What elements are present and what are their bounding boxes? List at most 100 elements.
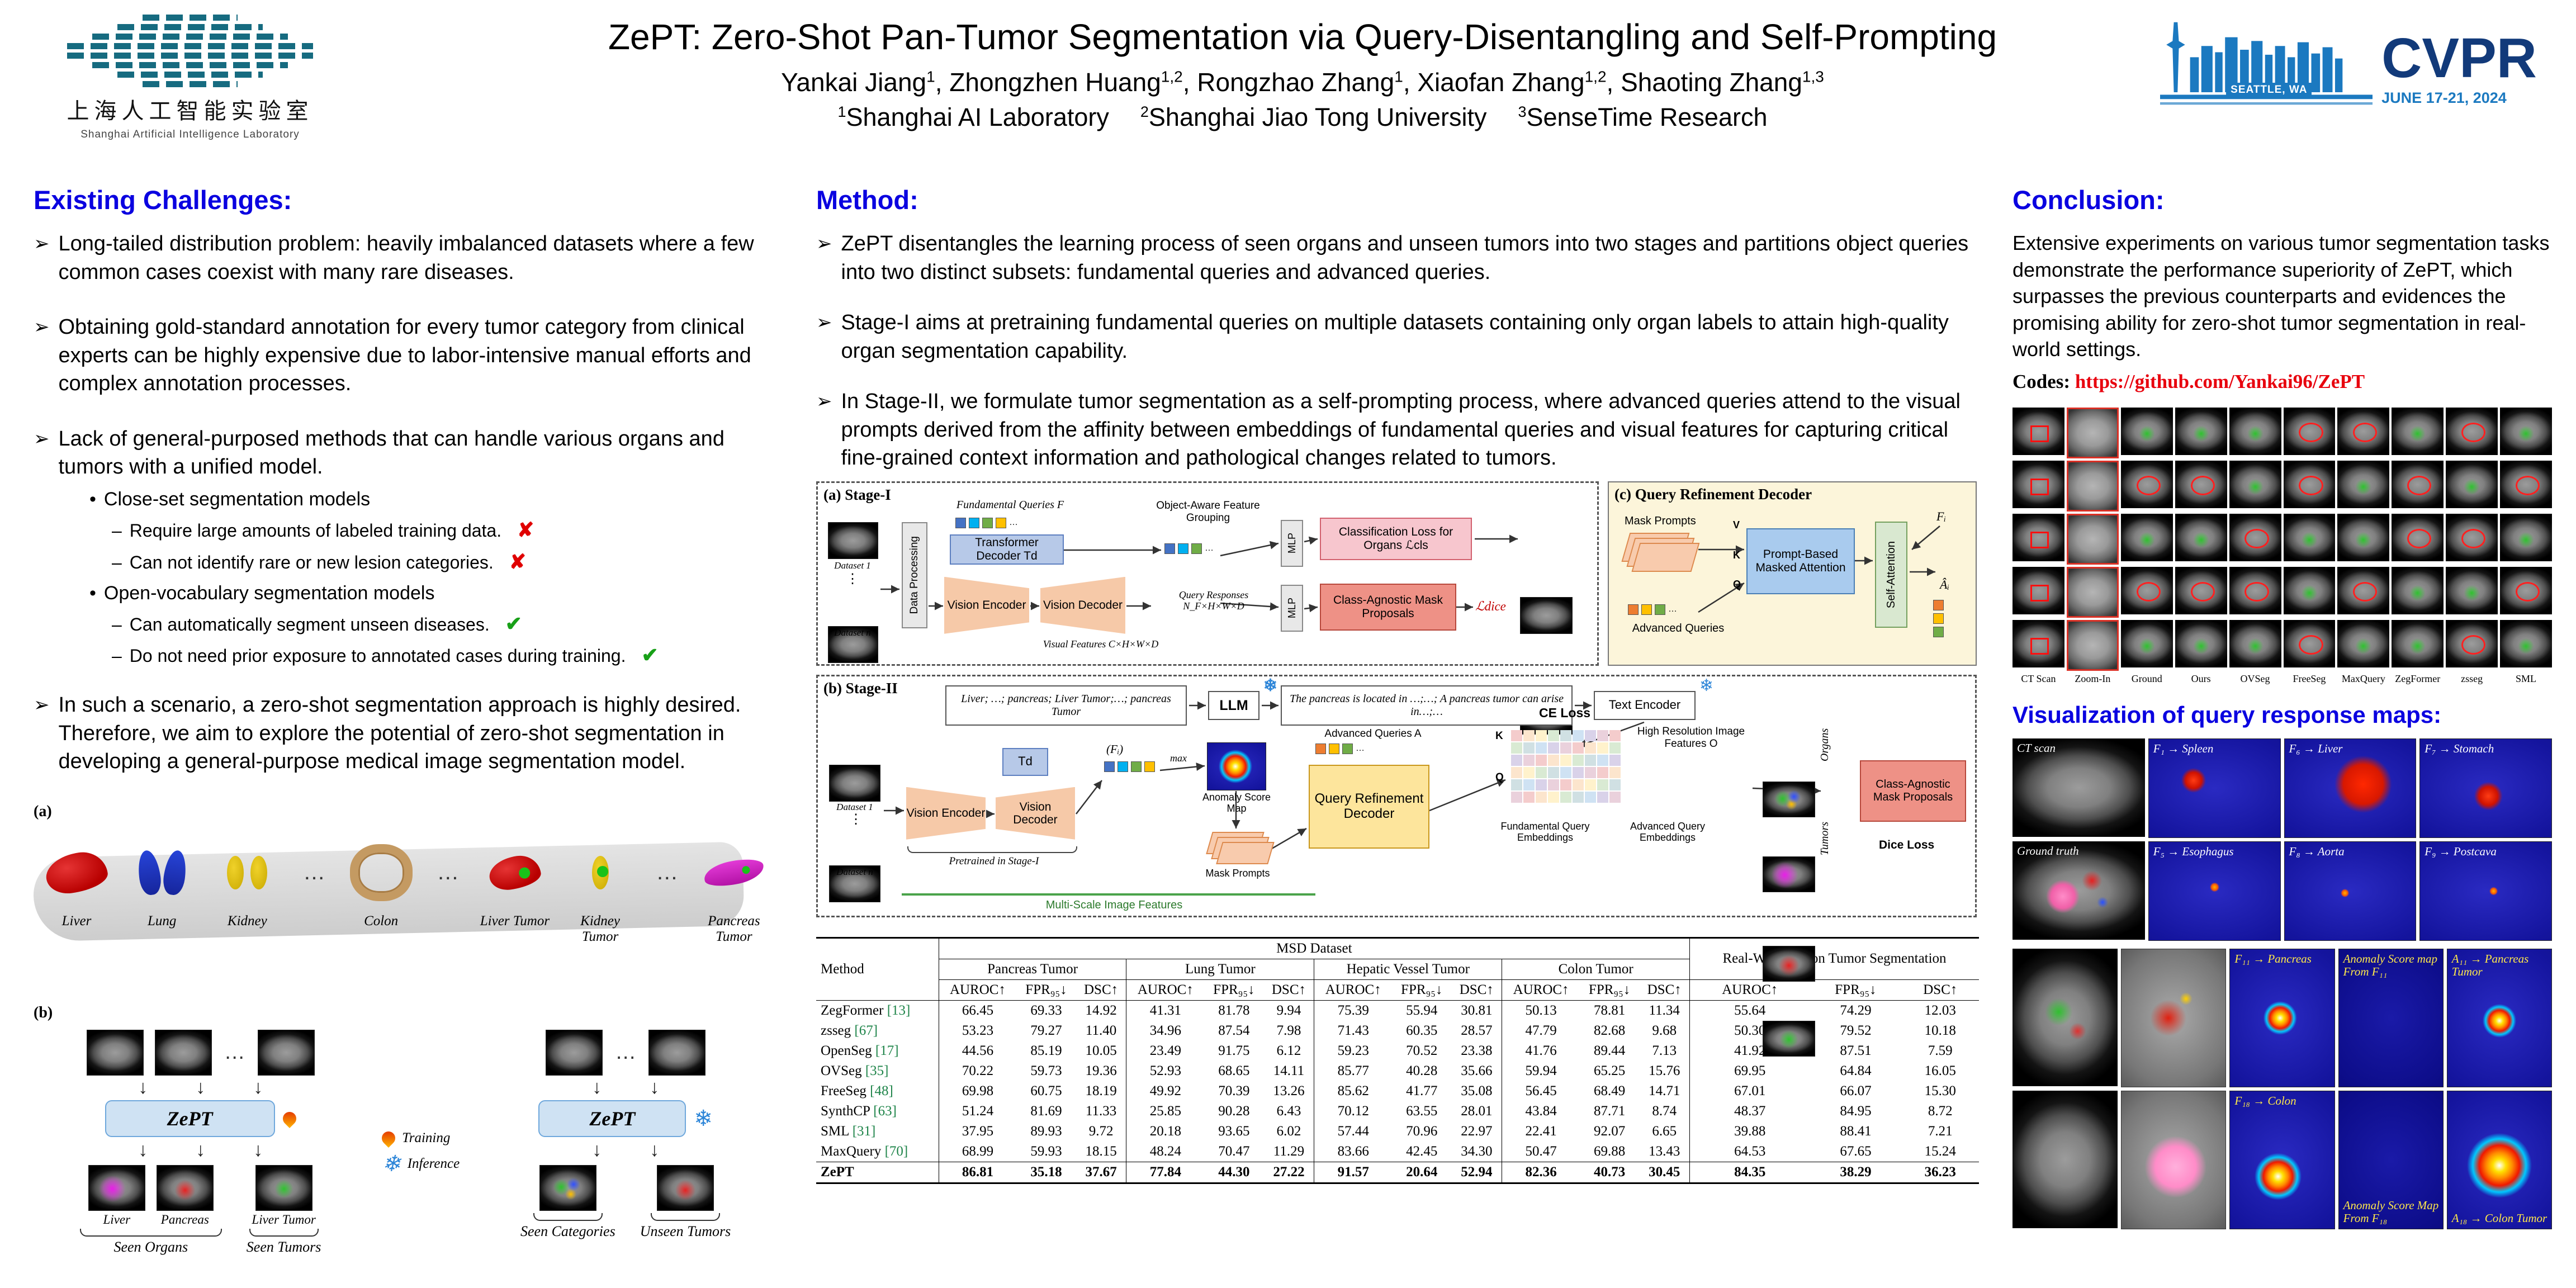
affinity-cell bbox=[1597, 791, 1608, 803]
qualitative-column-label: SML bbox=[2516, 673, 2537, 684]
stage1-panel: (a) Stage-I bbox=[816, 481, 1599, 735]
affinity-cell bbox=[1585, 779, 1596, 790]
qualitative-cell bbox=[2120, 460, 2173, 508]
author-superscript: 1,2 bbox=[1584, 68, 1607, 86]
tumor-mask-thumbnail bbox=[1763, 945, 1815, 982]
fi-label: Fᵢ bbox=[1936, 509, 1946, 523]
seen-organs-group: Liver Pancreas Seen Organs bbox=[79, 1164, 222, 1256]
ct-thumbnail bbox=[154, 1029, 212, 1076]
pancreas-tumor-icon bbox=[702, 855, 766, 889]
affinity-cell bbox=[1523, 766, 1535, 778]
tile-label: CT scan bbox=[2017, 741, 2056, 755]
tile-ground-truth: Ground truth bbox=[2012, 841, 2145, 940]
tile-label: A₁₁ → Pancreas Tumor bbox=[2451, 951, 2529, 978]
qualitative-column-labels: CT Scan Zoom-In Ground Ours OVSeg FreeSeg MaxQ… bbox=[2012, 673, 2552, 685]
affinity-cell bbox=[1573, 779, 1584, 790]
tile-label: F₅ → Esophagus bbox=[2153, 844, 2234, 858]
query-response-maps-block1: CT scan F₁ → Spleen F₆ → Liver F₇ → Stomach… bbox=[2012, 738, 2552, 941]
qualitative-cell bbox=[2392, 407, 2444, 455]
tile-label: Ground truth bbox=[2017, 844, 2079, 858]
max-label: max bbox=[1170, 752, 1187, 764]
down-arrows: ↓ ↓ bbox=[592, 1139, 660, 1161]
qualitative-comparison-grid bbox=[2012, 407, 2552, 671]
query-maps-heading: Visualization of query response maps: bbox=[2012, 701, 2442, 728]
legend-training: Training bbox=[402, 1130, 451, 1145]
tile-label: F₉ → Postcava bbox=[2425, 844, 2497, 858]
tile-anomaly-map-f11: Anomaly Score map From F₁₁ bbox=[2338, 948, 2444, 1087]
challenges-heading: Existing Challenges: bbox=[34, 185, 292, 215]
mask-proposals-box: Class-Agnostic Mask Proposals bbox=[1860, 760, 1966, 822]
down-arrows: ↓ ↓ ↓ bbox=[138, 1076, 263, 1098]
challenge-bullet-3: ➢ Lack of general-purposed methods that … bbox=[34, 425, 777, 481]
datasetn-label: Dataset n bbox=[836, 866, 873, 877]
organ-kidney-tumor: Kidney Tumor bbox=[565, 836, 636, 945]
underbrace bbox=[533, 1213, 603, 1221]
liver-tumor-icon bbox=[487, 853, 543, 892]
affinity-cell bbox=[1573, 791, 1584, 803]
affinity-cell bbox=[1560, 791, 1571, 803]
inference-group: … ↓ ↓ ZePT ❄ ↓ ↓ bbox=[474, 1029, 777, 1240]
mask-prompts-stack bbox=[1206, 831, 1275, 864]
tile-f18-colon: F₁₈ → Colon bbox=[2229, 1090, 2335, 1229]
challenges-column: Existing Challenges: ➢ Long-tailed distr… bbox=[32, 184, 777, 1256]
affinity-cell bbox=[1548, 791, 1559, 803]
affinity-cell bbox=[1523, 742, 1535, 754]
codes-link[interactable]: https://github.com/Yankai96/ZePT bbox=[2075, 370, 2365, 392]
affinity-matrix bbox=[1511, 730, 1621, 803]
affinity-cell bbox=[1548, 754, 1559, 766]
challenge-text-2: Obtaining gold-standard annotation for e… bbox=[58, 315, 751, 396]
dice-loss-label: Dice Loss bbox=[1879, 838, 1935, 851]
zept-model-box: ZePT bbox=[538, 1100, 686, 1137]
qualitative-cell bbox=[2446, 407, 2498, 455]
data-processing-box: Data Processing bbox=[902, 522, 927, 628]
organ-label: Liver Tumor bbox=[480, 913, 550, 929]
tile-a11-pancreas-tumor: A₁₁ → Pancreas Tumor bbox=[2446, 948, 2552, 1087]
qualitative-cell bbox=[2066, 566, 2119, 618]
qualitative-cell bbox=[2337, 566, 2390, 614]
organ-label: Kidney bbox=[227, 913, 267, 929]
challenge-bullet-2: ➢ Obtaining gold-standard annotation for… bbox=[34, 313, 777, 398]
qualitative-cell bbox=[2500, 460, 2552, 508]
output-tokens bbox=[1933, 599, 1944, 637]
tile-f7-stomach: F₇ → Stomach bbox=[2419, 738, 2552, 838]
organ-liver-tumor: Liver Tumor bbox=[480, 836, 550, 929]
table-row: ZegFormer [13] 66.45 69.33 14.92 41.31 81.78 9… bbox=[816, 1000, 1979, 1021]
organ-colon: Colon bbox=[346, 836, 416, 929]
dataset1-label: Dataset 1 bbox=[836, 801, 873, 812]
challenge-sub-item: • Close-set segmentation models bbox=[89, 487, 777, 512]
organ-label: Kidney Tumor bbox=[580, 913, 620, 944]
sub-text: Close-set segmentation models bbox=[103, 488, 371, 510]
datasetn-label: Dataset n bbox=[834, 627, 871, 638]
mlp-box: MLP bbox=[1281, 584, 1303, 632]
ahat-label: Âᵢ bbox=[1940, 577, 1949, 591]
qualitative-cell bbox=[2283, 460, 2336, 508]
affinity-cell bbox=[1585, 742, 1596, 754]
bullet-arrow-icon: ➢ bbox=[34, 316, 50, 338]
seen-categories-thumbnail bbox=[539, 1164, 596, 1211]
fundamental-query-tokens: … bbox=[955, 517, 1018, 528]
group-label: Seen Tumors bbox=[246, 1239, 321, 1256]
sub-marker: – bbox=[112, 520, 122, 541]
qualitative-cell bbox=[2012, 407, 2064, 455]
method-text-3: In Stage-II, we formulate tumor segmenta… bbox=[841, 390, 1961, 470]
mask-proposals-box: Class-Agnostic Mask Proposals bbox=[1320, 583, 1456, 631]
organ-liver: Liver bbox=[41, 836, 112, 929]
cvpr-dates: JUNE 17-21, 2024 bbox=[2381, 89, 2507, 106]
mlp-box: MLP bbox=[1281, 519, 1303, 567]
tile-label: F₈ → Aorta bbox=[2289, 844, 2345, 858]
tile-f8-aorta: F₈ → Aorta bbox=[2284, 841, 2417, 941]
grouped-feature-tokens: … bbox=[1164, 543, 1214, 554]
affinity-cell bbox=[1511, 779, 1522, 790]
affiliation-superscript: 3 bbox=[1518, 103, 1527, 120]
qualitative-cell bbox=[2175, 407, 2227, 455]
qualitative-column-label: OVSeg bbox=[2240, 673, 2270, 684]
dataset-thumbnail bbox=[828, 522, 878, 559]
zept-model-box: ZePT bbox=[105, 1100, 275, 1137]
underbrace bbox=[249, 1229, 319, 1237]
table-row: OpenSeg [17] 44.56 85.19 10.05 23.49 91.75 6.1… bbox=[816, 1040, 1979, 1061]
qualitative-cell bbox=[2500, 619, 2552, 667]
ellipsis-icon: … bbox=[1668, 604, 1677, 614]
qualitative-cell bbox=[2120, 566, 2173, 614]
cross-icon: ✘ bbox=[517, 518, 534, 541]
llm-box: LLM ❄ bbox=[1208, 677, 1277, 720]
